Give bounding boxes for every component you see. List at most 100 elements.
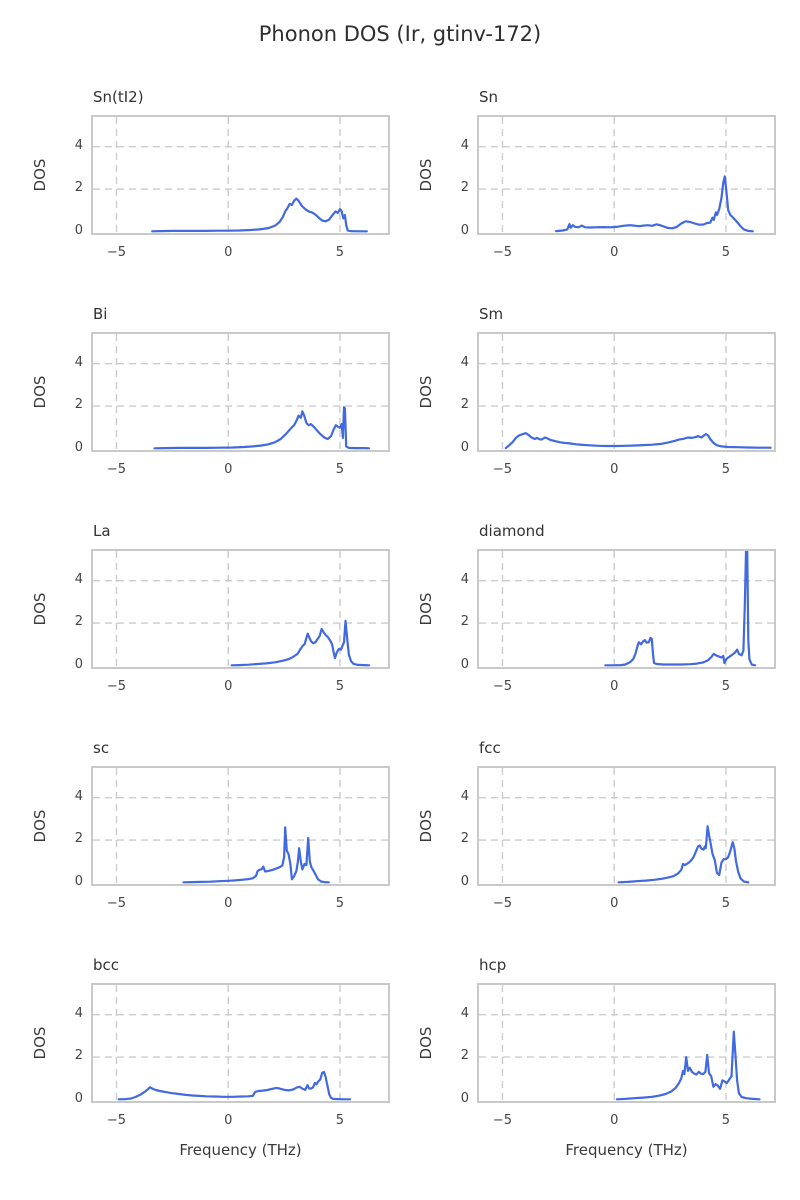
x-tick-sc-0: 0 xyxy=(224,896,233,911)
subplot-title-hcp: hcp xyxy=(479,956,507,974)
y-tick-hcp-2: 2 xyxy=(460,1048,469,1064)
subplot-title-sm: Sm xyxy=(479,305,504,323)
x-tick-sn-ti2--5: −5 xyxy=(106,245,127,260)
plot-area-sn xyxy=(477,115,776,235)
y-tick-sc-0: 0 xyxy=(74,873,83,889)
x-tick-la-5: 5 xyxy=(335,679,345,694)
x-tick-bcc-5: 5 xyxy=(335,1113,345,1128)
dos-curve-fcc xyxy=(617,825,750,884)
x-tick-la--5: −5 xyxy=(106,679,127,694)
y-tick-sn-0: 0 xyxy=(460,222,469,238)
subplot-title-sn: Sn xyxy=(479,88,499,106)
plot-canvas-sn-ti2 xyxy=(93,117,388,233)
x-tick-bi--5: −5 xyxy=(106,462,127,477)
subplot-title-fcc: fcc xyxy=(479,739,501,757)
dos-curve-sm xyxy=(504,432,772,450)
y-tick-la-2: 2 xyxy=(74,614,83,630)
y-tick-sn-ti2-2: 2 xyxy=(74,180,83,196)
subplot-title-sn-ti2: Sn(tI2) xyxy=(93,88,144,106)
x-tick-sn-5: 5 xyxy=(721,245,731,260)
x-tick-sn-ti2-0: 0 xyxy=(224,245,233,260)
dos-curve-diamond xyxy=(604,551,757,667)
x-tick-fcc-0: 0 xyxy=(610,896,619,911)
y-tick-bcc-4: 4 xyxy=(74,1005,83,1021)
dos-curve-bi xyxy=(153,406,371,450)
y-axis-label-sn-ti2: DOS xyxy=(31,158,49,192)
x-tick-bi-5: 5 xyxy=(335,462,345,477)
x-tick-sm-5: 5 xyxy=(721,462,731,477)
y-tick-fcc-2: 2 xyxy=(460,831,469,847)
x-tick-sn-ti2-5: 5 xyxy=(335,245,345,260)
y-axis-label-diamond: DOS xyxy=(417,592,435,626)
plot-canvas-la xyxy=(93,551,388,667)
plot-area-bi xyxy=(91,332,390,452)
subplot-title-bi: Bi xyxy=(93,305,108,323)
plot-canvas-bi xyxy=(93,334,388,450)
x-tick-diamond-0: 0 xyxy=(610,679,619,694)
subplot-title-la: La xyxy=(93,522,111,540)
x-tick-hcp-5: 5 xyxy=(721,1113,731,1128)
plot-canvas-sm xyxy=(479,334,774,450)
subplot-title-sc: sc xyxy=(93,739,110,757)
x-tick-fcc--5: −5 xyxy=(492,896,513,911)
x-tick-bcc--5: −5 xyxy=(106,1113,127,1128)
x-tick-sc-5: 5 xyxy=(335,896,345,911)
x-tick-bcc-0: 0 xyxy=(224,1113,233,1128)
y-axis-label-la: DOS xyxy=(31,592,49,626)
y-axis-label-sn: DOS xyxy=(417,158,435,192)
x-tick-sn--5: −5 xyxy=(492,245,513,260)
plot-area-sc xyxy=(91,766,390,886)
y-tick-bcc-0: 0 xyxy=(74,1090,83,1106)
plot-canvas-sc xyxy=(93,768,388,884)
y-tick-sm-0: 0 xyxy=(460,439,469,455)
plot-area-diamond xyxy=(477,549,776,669)
plot-canvas-fcc xyxy=(479,768,774,884)
y-tick-sn-2: 2 xyxy=(460,180,469,196)
y-axis-label-fcc: DOS xyxy=(417,809,435,843)
x-tick-diamond-5: 5 xyxy=(721,679,731,694)
dos-curve-sn-ti2 xyxy=(151,197,368,233)
x-tick-la-0: 0 xyxy=(224,679,233,694)
x-tick-sm-0: 0 xyxy=(610,462,619,477)
plot-area-sn-ti2 xyxy=(91,115,390,235)
y-axis-label-bi: DOS xyxy=(31,375,49,409)
y-axis-label-hcp: DOS xyxy=(417,1026,435,1060)
y-tick-bi-4: 4 xyxy=(74,354,83,370)
x-axis-label-hcp: Frequency (THz) xyxy=(565,1141,688,1159)
plot-canvas-bcc xyxy=(93,985,388,1101)
subplot-title-bcc: bcc xyxy=(93,956,120,974)
y-tick-diamond-0: 0 xyxy=(460,656,469,672)
x-tick-sm--5: −5 xyxy=(492,462,513,477)
y-tick-sm-4: 4 xyxy=(460,354,469,370)
x-tick-bi-0: 0 xyxy=(224,462,233,477)
plot-area-sm xyxy=(477,332,776,452)
y-tick-bi-2: 2 xyxy=(74,397,83,413)
plot-area-la xyxy=(91,549,390,669)
x-tick-diamond--5: −5 xyxy=(492,679,513,694)
dos-curve-la xyxy=(230,619,371,667)
y-tick-hcp-0: 0 xyxy=(460,1090,469,1106)
plot-canvas-sn xyxy=(479,117,774,233)
y-axis-label-sm: DOS xyxy=(417,375,435,409)
y-axis-label-bcc: DOS xyxy=(31,1026,49,1060)
y-tick-diamond-2: 2 xyxy=(460,614,469,630)
dos-curve-sc xyxy=(182,826,330,884)
y-tick-fcc-4: 4 xyxy=(460,788,469,804)
x-tick-sn-0: 0 xyxy=(610,245,619,260)
plot-canvas-hcp xyxy=(479,985,774,1101)
y-tick-diamond-4: 4 xyxy=(460,571,469,587)
dos-curve-bcc xyxy=(117,1070,352,1101)
x-tick-hcp--5: −5 xyxy=(492,1113,513,1128)
y-tick-la-0: 0 xyxy=(74,656,83,672)
y-tick-la-4: 4 xyxy=(74,571,83,587)
dos-curve-sn xyxy=(555,175,754,233)
y-tick-sc-2: 2 xyxy=(74,831,83,847)
plot-area-bcc xyxy=(91,983,390,1103)
y-tick-fcc-0: 0 xyxy=(460,873,469,889)
x-tick-sc--5: −5 xyxy=(106,896,127,911)
y-tick-hcp-4: 4 xyxy=(460,1005,469,1021)
plot-canvas-diamond xyxy=(479,551,774,667)
x-tick-hcp-0: 0 xyxy=(610,1113,619,1128)
plot-area-fcc xyxy=(477,766,776,886)
